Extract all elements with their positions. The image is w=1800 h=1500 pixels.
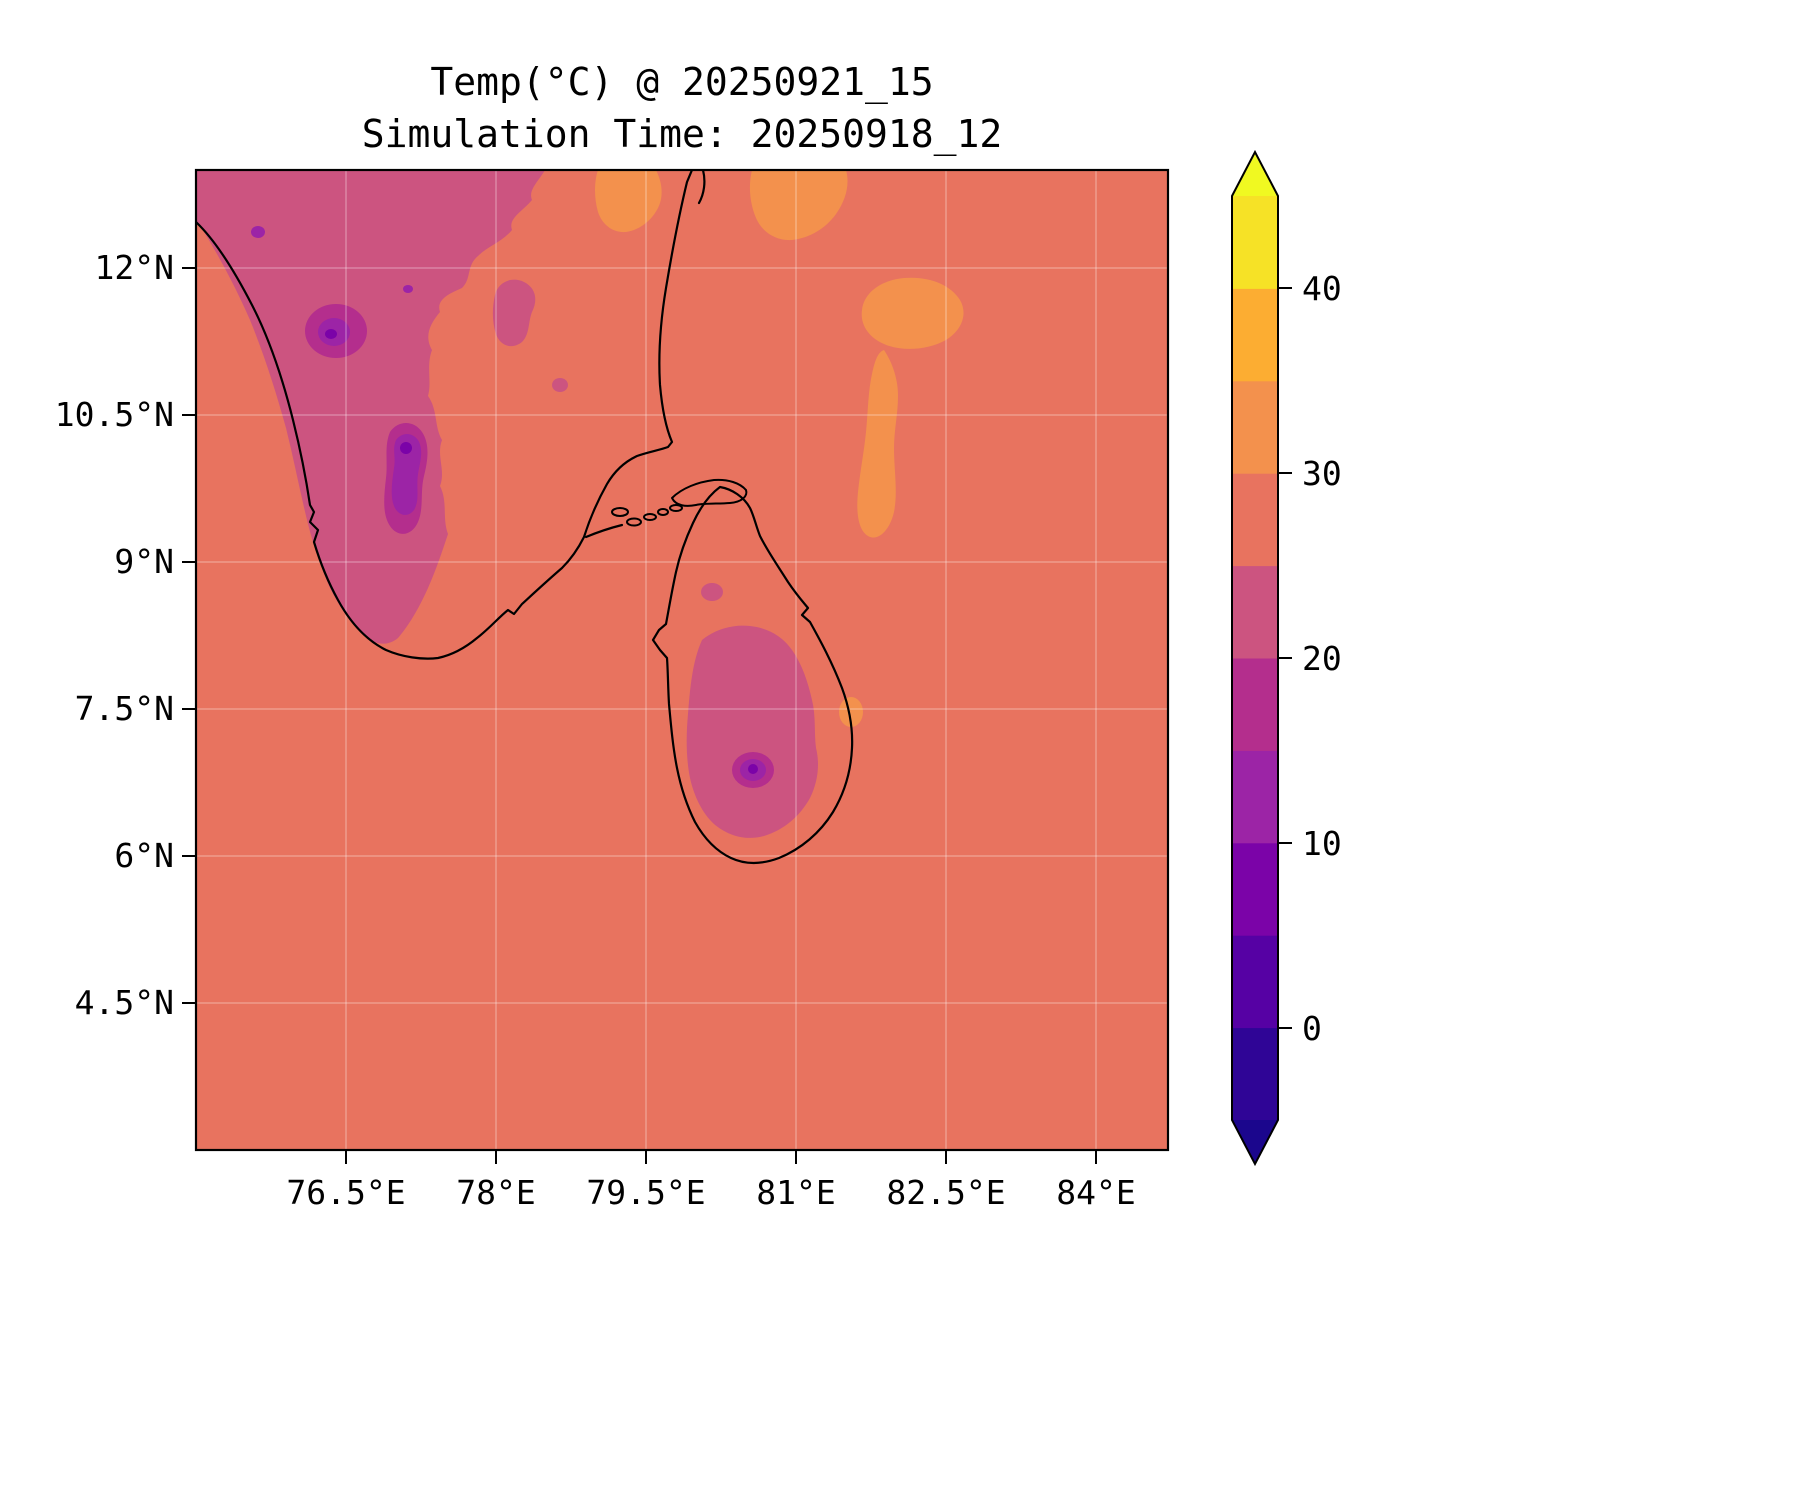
colorbar-band (1232, 935, 1278, 1029)
colorbar-tick-labels: 40 30 20 10 0 (1302, 269, 1342, 1048)
cool-region-srilanka (686, 625, 818, 838)
coldest-dot-nilgiri (325, 329, 337, 339)
warm-patch-top-center (595, 170, 662, 233)
x-tick-label: 78°E (456, 1173, 535, 1212)
chart-subtitle: Simulation Time: 20250918_12 (362, 112, 1003, 157)
chart-title: Temp(°C) @ 20250921_15 (430, 60, 933, 105)
y-tick-label: 12°N (95, 248, 174, 287)
colorbar-band (1232, 842, 1278, 936)
plot-frame (194, 168, 1170, 1152)
graticule-gridlines (196, 170, 1168, 1150)
coastline-india (196, 170, 706, 660)
y-tick-label: 9°N (114, 542, 174, 581)
colorbar-band (1232, 658, 1278, 751)
x-axis-tick-labels: 76.5°E 78°E 79.5°E 81°E 82.5°E 84°E (286, 1173, 1135, 1212)
colorbar-tick-marks (1278, 287, 1292, 1029)
cool-dot-srilanka-north (701, 583, 723, 601)
x-tick-label: 81°E (756, 1173, 835, 1212)
colorbar-tick-label: 0 (1302, 1009, 1322, 1048)
warm-patch-bay-upper (861, 277, 964, 349)
cool-dot-small (552, 378, 568, 392)
colorbar-extend-under-arrow (1232, 1120, 1278, 1164)
cold-dot-ghats2 (403, 285, 413, 293)
cool-region-india (196, 170, 545, 644)
y-tick-label: 4.5°N (75, 983, 174, 1022)
colorbar-band (1232, 473, 1278, 567)
cool-dot-srilanka-east (787, 699, 799, 709)
colorbar-tick-label: 40 (1302, 269, 1342, 308)
colorbar-band (1232, 565, 1278, 659)
coldest-dot-srilanka (748, 764, 758, 774)
y-tick-label: 7.5°N (75, 689, 174, 728)
colorbar-band (1232, 1027, 1278, 1121)
colorbar-band (1232, 750, 1278, 844)
axis-tick-marks (182, 267, 1097, 1164)
x-tick-label: 76.5°E (286, 1173, 405, 1212)
warm-patch-top-right (749, 170, 848, 241)
coastline-srilanka (651, 485, 854, 864)
y-tick-label: 6°N (114, 836, 174, 875)
colorbar-tick-label: 10 (1302, 824, 1342, 863)
colorbar-band (1232, 196, 1278, 289)
y-axis-tick-labels: 12°N 10.5°N 9°N 7.5°N 6°N 4.5°N (55, 248, 174, 1022)
colorbar-band (1232, 288, 1278, 382)
map-plot-area (196, 170, 1168, 1150)
warm-patch-bay-lower (857, 350, 898, 538)
warm-patch-srilanka-coast (839, 697, 863, 727)
x-tick-label: 82.5°E (886, 1173, 1005, 1212)
cool-patch-small (492, 279, 536, 347)
colorbar-tick-label: 30 (1302, 454, 1342, 493)
colorbar-band (1232, 380, 1278, 474)
y-tick-label: 10.5°N (55, 395, 174, 434)
x-tick-label: 79.5°E (586, 1173, 705, 1212)
cold-core-anaimalai (391, 434, 422, 515)
x-tick-label: 84°E (1056, 1173, 1135, 1212)
colorbar-bands (1232, 196, 1278, 1121)
cold-dot-west-ghats (251, 226, 265, 238)
coldest-dot-anaimalai (400, 442, 412, 454)
colorbar-extend-over-arrow (1232, 152, 1278, 196)
colorbar-outline (1231, 149, 1279, 1167)
colorbar-tick-label: 20 (1302, 639, 1342, 678)
